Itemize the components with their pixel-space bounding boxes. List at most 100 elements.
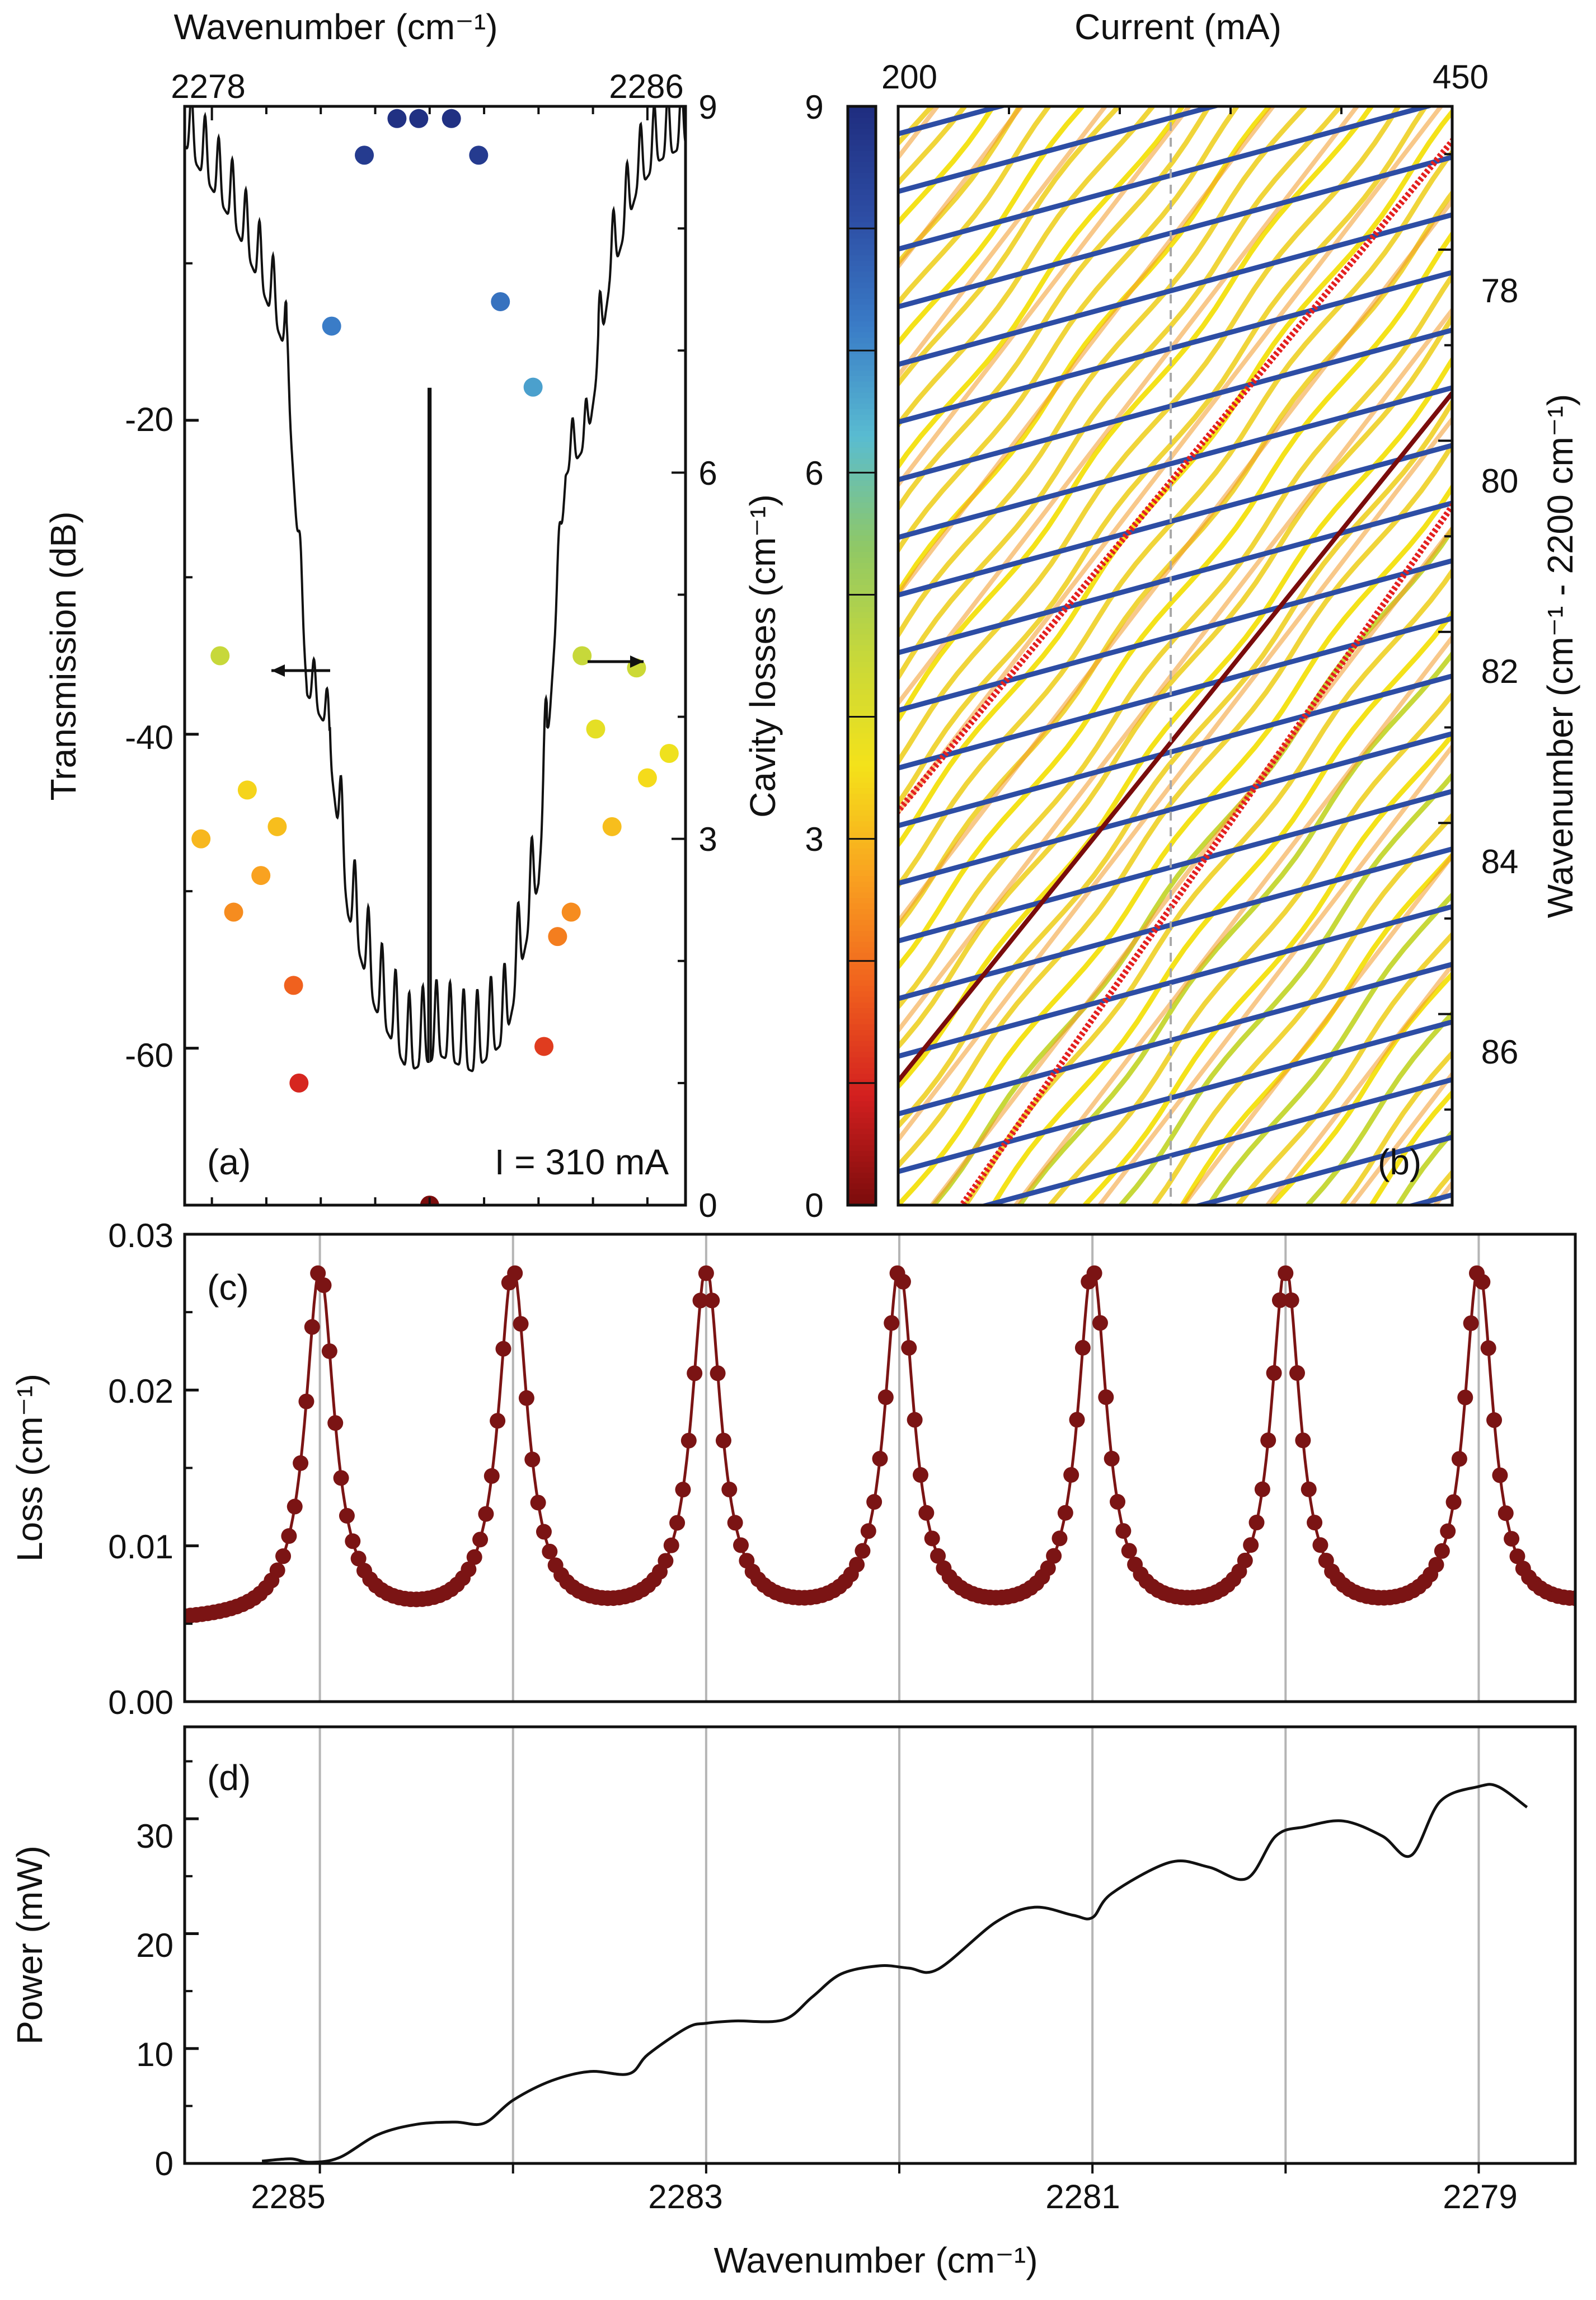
- loss-point: [710, 1365, 726, 1381]
- colorbar-segment: [848, 1117, 876, 1123]
- loss-point: [1086, 1265, 1102, 1281]
- loss-point: [1266, 1365, 1282, 1381]
- loss-point: [1289, 1365, 1305, 1381]
- colorbar-segment: [848, 1079, 876, 1085]
- mode-line-steep: [0, 106, 47, 1205]
- colorbar-segment: [848, 710, 876, 717]
- colorbar-segment: [848, 271, 876, 278]
- colorbar-segment: [848, 1188, 876, 1195]
- loss-point: [530, 1495, 546, 1511]
- colorbar-segment: [848, 315, 876, 321]
- cavity-loss-point: [237, 780, 257, 800]
- colorbar-segment: [848, 952, 876, 959]
- mode-line-steep: [898, 106, 1185, 471]
- panel-d-ticks: [185, 1760, 1480, 2173]
- colorbar-segment: [848, 326, 876, 332]
- panel-b-rtick-label-78: 78: [1481, 272, 1519, 310]
- colorbar-segment: [848, 392, 876, 399]
- loss-point: [1498, 1505, 1514, 1521]
- colorbar-segment: [848, 447, 876, 453]
- panel-a-rtick-label-3: 3: [698, 821, 717, 858]
- mode-line-steep: [1083, 731, 1452, 1205]
- colorbar-segment: [848, 661, 876, 668]
- mode-line-orange: [1181, 852, 1452, 1205]
- colorbar-segment: [848, 304, 876, 311]
- colorbar-segment: [848, 606, 876, 612]
- cavity-loss-point: [586, 719, 605, 739]
- colorbar-tick-label-0: 0: [805, 1187, 823, 1224]
- panel-d-ytick-label-0: 0: [155, 2145, 173, 2182]
- colorbar-segment: [848, 892, 876, 898]
- mode-line-blue: [898, 212, 1452, 367]
- loss-point: [1428, 1557, 1444, 1573]
- panel-a-top-tick-2278: 2278: [171, 68, 245, 105]
- loss-point: [1237, 1552, 1253, 1568]
- panel-c-ylabel-loss: Loss (cm⁻¹): [10, 1374, 50, 1562]
- colorbar-segment: [848, 128, 876, 135]
- loss-point: [687, 1365, 703, 1381]
- colorbar-tick-label-6: 6: [805, 455, 823, 492]
- panel-a-rtick-label-0: 0: [698, 1187, 717, 1224]
- panel-a-current-annotation: I = 310 mA: [495, 1142, 669, 1182]
- loss-point: [1092, 1315, 1108, 1331]
- loss-point: [721, 1482, 738, 1498]
- left-arrow-icon: left: [271, 664, 330, 677]
- panel-d-xtick-label-2285: 2285: [251, 2178, 325, 2215]
- colorbar-tick-label-9: 9: [805, 88, 823, 126]
- colorbar-segment: [848, 310, 876, 316]
- loss-point: [1098, 1389, 1114, 1406]
- panel-a-top-axis-label: Wavenumber (cm⁻¹): [173, 7, 497, 47]
- colorbar-segment: [848, 139, 876, 146]
- mode-line-steep: [1048, 691, 1452, 1205]
- colorbar-segment: [848, 551, 876, 558]
- colorbar-segment: [848, 738, 876, 744]
- loss-point: [542, 1543, 558, 1559]
- colorbar-segment: [848, 716, 876, 723]
- loss-point: [1254, 1481, 1270, 1497]
- mode-line-steep: [991, 608, 1452, 1205]
- mode-line-steep: [898, 106, 1342, 682]
- colorbar-segment: [848, 749, 876, 756]
- colorbar-segment: [848, 249, 876, 256]
- colorbar-segment: [848, 425, 876, 432]
- loss-point: [1271, 1292, 1288, 1308]
- loss-point: [907, 1412, 923, 1428]
- panel-a-ytick-label-minus20: -20: [125, 401, 173, 438]
- cavity-loss-point: [561, 902, 581, 922]
- mode-line-blue: [1191, 1135, 1452, 1205]
- colorbar-segment: [848, 1095, 876, 1102]
- panel-d-gridlines: [318, 1727, 1480, 2163]
- mode-line-blue: [898, 106, 1437, 252]
- colorbar-segment: [848, 743, 876, 750]
- mode-line-steep: [0, 106, 236, 1205]
- mode-line-orange: [898, 106, 1024, 270]
- mode-line-blue: [898, 1253, 1452, 1402]
- colorbar-segment: [848, 183, 876, 190]
- colorbar-segment: [848, 1073, 876, 1080]
- loss-point: [918, 1505, 935, 1521]
- colorbar-segment: [848, 227, 876, 233]
- loss-point: [287, 1498, 303, 1515]
- colorbar-segment: [848, 298, 876, 305]
- loss-point: [1445, 1494, 1462, 1510]
- colorbar-segment: [848, 337, 876, 344]
- cavity-loss-point: [322, 316, 341, 336]
- colorbar-segment: [848, 1177, 876, 1184]
- loss-point: [333, 1470, 349, 1486]
- colorbar-segment: [848, 216, 876, 223]
- colorbar-segment: [848, 353, 876, 360]
- mode-line-blue: [898, 1019, 1452, 1174]
- colorbar-segment: [848, 1145, 876, 1151]
- colorbar-segment: [848, 1046, 876, 1052]
- loss-point: [1463, 1315, 1479, 1331]
- panel-b-right-ticks: [1438, 153, 1452, 1206]
- loss-point: [490, 1413, 506, 1429]
- mode-line-steep: [898, 106, 1374, 724]
- panel-a-frame: [183, 105, 687, 1207]
- colorbar-segment: [848, 166, 876, 173]
- panel-d-frame: [183, 1725, 1577, 2165]
- colorbar-segment: [848, 573, 876, 580]
- mode-line-steep: [1588, 106, 1596, 1205]
- cavity-loss-point: [355, 146, 374, 165]
- colorbar-segment: [848, 381, 876, 387]
